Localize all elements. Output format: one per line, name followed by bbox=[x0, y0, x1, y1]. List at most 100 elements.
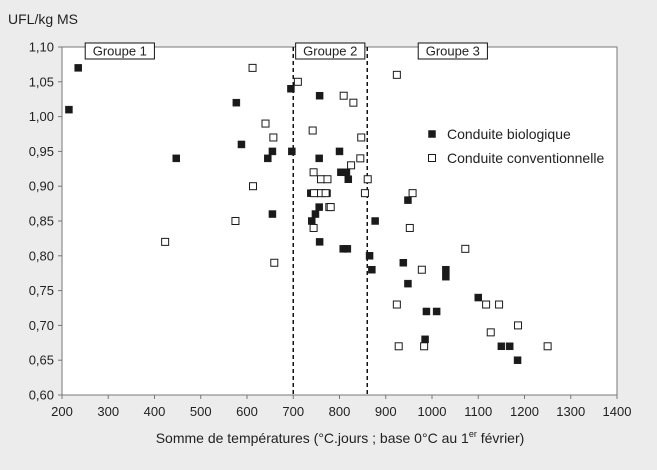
x-tick-label: 500 bbox=[190, 404, 212, 419]
point-biologique bbox=[288, 147, 296, 156]
point-biologique bbox=[315, 154, 323, 163]
point-biologique bbox=[513, 356, 522, 364]
point-conventionnelle bbox=[248, 63, 257, 72]
point-biologique bbox=[497, 342, 506, 351]
group-label-box bbox=[295, 42, 366, 60]
x-axis-label-main: Somme de températures (°C.jours ; base 0… bbox=[156, 430, 469, 446]
x-tick-label: 900 bbox=[375, 404, 397, 419]
point-biologique bbox=[315, 238, 324, 246]
point-conventionnelle bbox=[231, 217, 240, 225]
point-biologique bbox=[344, 175, 353, 183]
point-biologique bbox=[268, 147, 277, 156]
point-biologique bbox=[371, 217, 379, 225]
point-conventionnelle bbox=[349, 98, 358, 107]
point-conventionnelle bbox=[293, 77, 302, 86]
y-axis-ticks: 0,60 0,65 0,70 0,75 0,80 0,85 0,90 0,95 1,00 1,05… bbox=[29, 40, 62, 403]
point-conventionnelle bbox=[363, 175, 372, 184]
y-tick-label: 0,85 bbox=[29, 214, 54, 229]
point-biologique bbox=[368, 265, 376, 274]
x-axis-label-end: février) bbox=[477, 430, 524, 446]
point-biologique bbox=[404, 279, 412, 288]
point-biologique bbox=[232, 98, 241, 107]
point-biologique bbox=[474, 293, 482, 302]
x-tick-label: 700 bbox=[282, 404, 304, 419]
point-conventionnelle bbox=[408, 189, 417, 198]
point-conventionnelle bbox=[347, 161, 356, 170]
x-axis-label: Somme de températures (°C.jours ; base 0… bbox=[156, 429, 525, 446]
point-biologique bbox=[315, 203, 323, 211]
x-tick-label: 1000 bbox=[418, 404, 447, 419]
legend-marker bbox=[428, 154, 436, 162]
x-tick-label: 1300 bbox=[556, 404, 585, 419]
x-axis-label-superscript: er bbox=[469, 429, 477, 439]
point-biologique bbox=[172, 154, 180, 163]
point-biologique bbox=[287, 85, 295, 93]
point-conventionnelle bbox=[308, 126, 317, 135]
x-tick-label: 200 bbox=[51, 404, 73, 419]
y-tick-label: 0,60 bbox=[29, 388, 54, 403]
point-conventionnelle bbox=[392, 300, 401, 309]
point-biologique bbox=[421, 335, 429, 344]
point-conventionnelle bbox=[495, 300, 504, 309]
x-axis-ticks: 200 300 400 500 600 700 800 900 1000 1100 1200 1300… bbox=[51, 395, 631, 419]
point-conventionnelle bbox=[339, 91, 348, 100]
point-biologique bbox=[74, 64, 82, 72]
legend: Conduite biologique Conduite conventionne… bbox=[428, 126, 604, 166]
x-tick-label: 1200 bbox=[510, 404, 539, 419]
point-conventionnelle bbox=[420, 342, 429, 351]
plot-area bbox=[61, 46, 618, 396]
point-biologique bbox=[404, 196, 412, 204]
point-conventionnelle bbox=[326, 203, 335, 212]
y-tick-label: 1,00 bbox=[29, 109, 54, 124]
point-conventionnelle bbox=[161, 237, 170, 246]
point-conventionnelle bbox=[417, 265, 426, 274]
point-conventionnelle bbox=[394, 342, 403, 351]
point-conventionnelle bbox=[269, 133, 278, 142]
x-tick-label: 1400 bbox=[603, 404, 632, 419]
y-axis-label: UFL/kg MS bbox=[8, 11, 78, 27]
point-biologique bbox=[399, 259, 408, 267]
point-biologique bbox=[237, 140, 246, 149]
y-tick-label: 0,65 bbox=[29, 353, 54, 368]
point-conventionnelle bbox=[360, 189, 369, 198]
point-biologique bbox=[311, 210, 320, 218]
point-conventionnelle bbox=[249, 182, 258, 191]
y-tick-label: 0,95 bbox=[29, 144, 54, 159]
point-biologique bbox=[65, 105, 73, 114]
x-tick-label: 400 bbox=[144, 404, 166, 419]
point-conventionnelle bbox=[261, 119, 270, 128]
point-conventionnelle bbox=[356, 154, 365, 163]
point-conventionnelle bbox=[321, 189, 330, 198]
point-biologique bbox=[442, 272, 450, 281]
y-tick-label: 1,10 bbox=[29, 40, 54, 55]
group-divider-lines bbox=[292, 47, 368, 395]
point-conventionnelle bbox=[309, 168, 318, 177]
point-biologique bbox=[432, 307, 441, 316]
point-biologique bbox=[335, 147, 344, 156]
point-conventionnelle bbox=[357, 133, 366, 142]
point-biologique bbox=[264, 154, 272, 163]
point-conventionnelle bbox=[392, 70, 401, 79]
point-biologique bbox=[268, 210, 277, 218]
legend-label: Conduite conventionnelle bbox=[447, 150, 604, 166]
point-conventionnelle bbox=[309, 223, 318, 232]
x-tick-label: 300 bbox=[97, 404, 119, 419]
point-conventionnelle bbox=[323, 175, 332, 184]
point-biologique bbox=[365, 252, 374, 260]
y-tick-label: 0,80 bbox=[29, 248, 54, 263]
x-tick-label: 600 bbox=[236, 404, 258, 419]
point-biologique bbox=[505, 342, 514, 351]
group-label-box bbox=[84, 42, 155, 60]
point-conventionnelle bbox=[482, 300, 491, 309]
data-points bbox=[65, 63, 552, 364]
group-label: Groupe 2 bbox=[303, 44, 357, 59]
y-tick-label: 0,90 bbox=[29, 179, 54, 194]
group-label-box bbox=[417, 42, 488, 60]
x-tick-label: 1100 bbox=[464, 404, 492, 419]
point-conventionnelle bbox=[461, 244, 470, 253]
y-tick-label: 0,70 bbox=[29, 318, 54, 333]
point-conventionnelle bbox=[486, 328, 495, 337]
legend-marker bbox=[428, 130, 436, 138]
